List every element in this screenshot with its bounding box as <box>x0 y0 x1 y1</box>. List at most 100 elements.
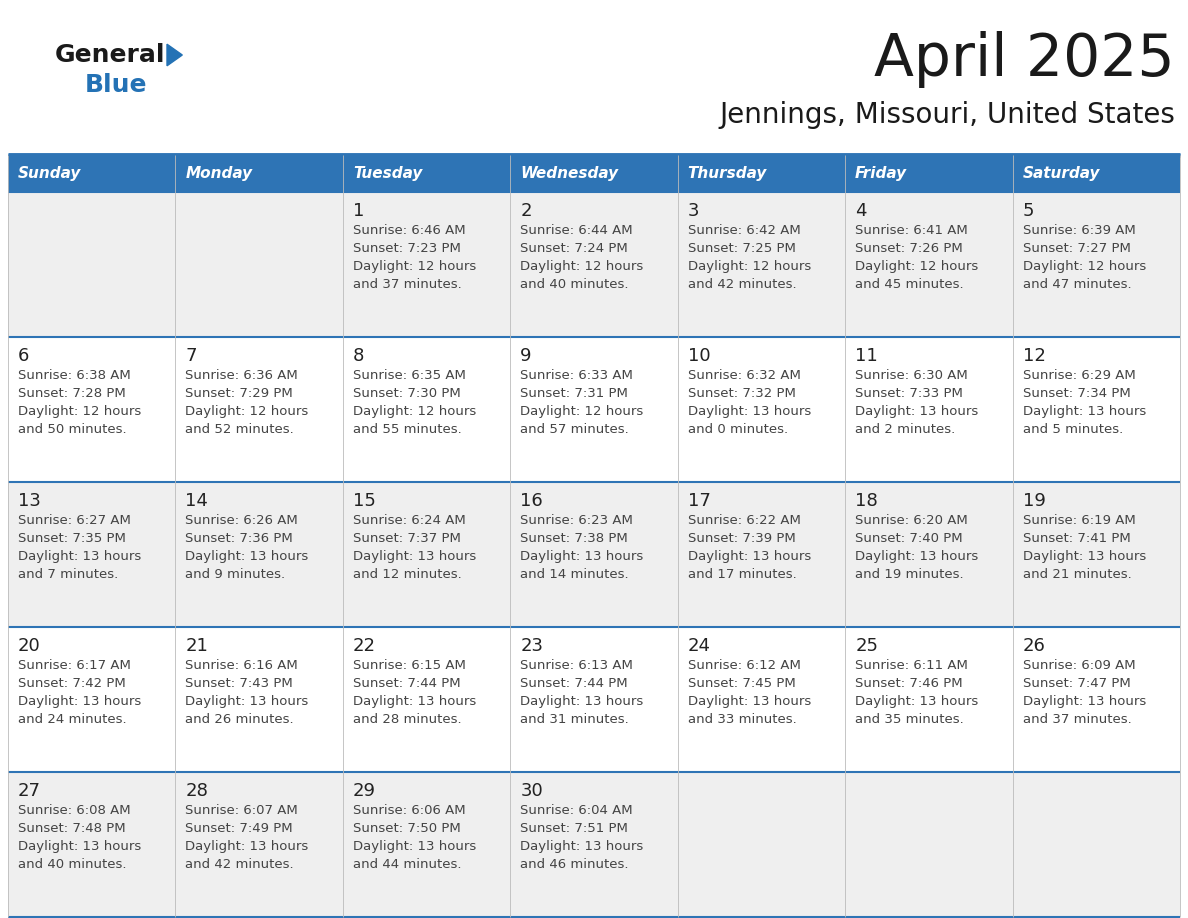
Text: Daylight: 13 hours: Daylight: 13 hours <box>18 695 141 708</box>
Text: and 0 minutes.: and 0 minutes. <box>688 423 788 436</box>
Text: Sunset: 7:23 PM: Sunset: 7:23 PM <box>353 242 461 255</box>
Text: 23: 23 <box>520 637 543 655</box>
Text: Daylight: 13 hours: Daylight: 13 hours <box>185 550 309 563</box>
Text: Daylight: 13 hours: Daylight: 13 hours <box>18 550 141 563</box>
Text: 25: 25 <box>855 637 878 655</box>
Text: Daylight: 13 hours: Daylight: 13 hours <box>855 405 979 418</box>
Text: Daylight: 13 hours: Daylight: 13 hours <box>855 695 979 708</box>
Text: and 5 minutes.: and 5 minutes. <box>1023 423 1123 436</box>
Text: and 47 minutes.: and 47 minutes. <box>1023 278 1131 291</box>
Bar <box>343 337 511 482</box>
Text: Daylight: 13 hours: Daylight: 13 hours <box>353 840 476 853</box>
Bar <box>176 155 343 192</box>
Text: Sunrise: 6:39 AM: Sunrise: 6:39 AM <box>1023 224 1136 237</box>
Text: Sunset: 7:36 PM: Sunset: 7:36 PM <box>185 532 293 545</box>
Text: 12: 12 <box>1023 347 1045 365</box>
Text: 9: 9 <box>520 347 532 365</box>
Bar <box>176 627 343 772</box>
Text: Daylight: 13 hours: Daylight: 13 hours <box>520 550 644 563</box>
Text: Sunday: Sunday <box>18 166 81 181</box>
Bar <box>677 627 845 772</box>
Text: and 17 minutes.: and 17 minutes. <box>688 568 796 581</box>
Text: Sunrise: 6:26 AM: Sunrise: 6:26 AM <box>185 514 298 527</box>
Text: and 42 minutes.: and 42 minutes. <box>688 278 796 291</box>
Bar <box>1012 627 1180 772</box>
Bar <box>343 627 511 772</box>
Text: Sunrise: 6:16 AM: Sunrise: 6:16 AM <box>185 659 298 672</box>
Text: Sunrise: 6:32 AM: Sunrise: 6:32 AM <box>688 369 801 382</box>
Bar <box>1012 772 1180 917</box>
Bar <box>8 627 176 772</box>
Text: and 2 minutes.: and 2 minutes. <box>855 423 955 436</box>
Text: Sunrise: 6:12 AM: Sunrise: 6:12 AM <box>688 659 801 672</box>
Text: Daylight: 12 hours: Daylight: 12 hours <box>1023 260 1145 273</box>
Text: Thursday: Thursday <box>688 166 767 181</box>
Text: Tuesday: Tuesday <box>353 166 422 181</box>
Text: Sunrise: 6:04 AM: Sunrise: 6:04 AM <box>520 804 633 817</box>
Bar <box>1012 337 1180 482</box>
Text: Daylight: 13 hours: Daylight: 13 hours <box>1023 550 1145 563</box>
Text: and 7 minutes.: and 7 minutes. <box>18 568 119 581</box>
Text: Sunset: 7:35 PM: Sunset: 7:35 PM <box>18 532 126 545</box>
Text: and 19 minutes.: and 19 minutes. <box>855 568 963 581</box>
Bar <box>511 155 677 192</box>
Text: 17: 17 <box>688 492 710 510</box>
Text: Daylight: 13 hours: Daylight: 13 hours <box>1023 695 1145 708</box>
Text: 28: 28 <box>185 782 208 800</box>
Text: 20: 20 <box>18 637 40 655</box>
Text: Sunrise: 6:42 AM: Sunrise: 6:42 AM <box>688 224 801 237</box>
Text: and 21 minutes.: and 21 minutes. <box>1023 568 1131 581</box>
Text: and 28 minutes.: and 28 minutes. <box>353 713 461 726</box>
Text: 21: 21 <box>185 637 208 655</box>
Bar <box>8 482 176 627</box>
Text: Sunset: 7:29 PM: Sunset: 7:29 PM <box>185 387 293 400</box>
Text: Sunset: 7:30 PM: Sunset: 7:30 PM <box>353 387 461 400</box>
Text: Sunset: 7:41 PM: Sunset: 7:41 PM <box>1023 532 1130 545</box>
Text: Wednesday: Wednesday <box>520 166 619 181</box>
Text: 6: 6 <box>18 347 30 365</box>
Text: Sunset: 7:24 PM: Sunset: 7:24 PM <box>520 242 628 255</box>
Text: Sunrise: 6:30 AM: Sunrise: 6:30 AM <box>855 369 968 382</box>
Text: Sunrise: 6:44 AM: Sunrise: 6:44 AM <box>520 224 633 237</box>
Text: and 35 minutes.: and 35 minutes. <box>855 713 963 726</box>
Bar <box>8 337 176 482</box>
Text: Daylight: 13 hours: Daylight: 13 hours <box>855 550 979 563</box>
Bar <box>511 482 677 627</box>
Text: 8: 8 <box>353 347 365 365</box>
Text: Sunset: 7:38 PM: Sunset: 7:38 PM <box>520 532 628 545</box>
Text: Daylight: 12 hours: Daylight: 12 hours <box>353 260 476 273</box>
Text: Sunset: 7:34 PM: Sunset: 7:34 PM <box>1023 387 1130 400</box>
Text: Sunrise: 6:36 AM: Sunrise: 6:36 AM <box>185 369 298 382</box>
Text: 24: 24 <box>688 637 710 655</box>
Text: Sunset: 7:51 PM: Sunset: 7:51 PM <box>520 822 628 835</box>
Bar <box>1012 482 1180 627</box>
Text: Daylight: 12 hours: Daylight: 12 hours <box>18 405 141 418</box>
Text: Sunset: 7:27 PM: Sunset: 7:27 PM <box>1023 242 1131 255</box>
Text: 27: 27 <box>18 782 42 800</box>
Text: 15: 15 <box>353 492 375 510</box>
Text: Sunset: 7:28 PM: Sunset: 7:28 PM <box>18 387 126 400</box>
Text: Monday: Monday <box>185 166 253 181</box>
Text: Daylight: 13 hours: Daylight: 13 hours <box>353 695 476 708</box>
Text: 18: 18 <box>855 492 878 510</box>
Text: Blue: Blue <box>86 73 147 97</box>
Text: Sunrise: 6:41 AM: Sunrise: 6:41 AM <box>855 224 968 237</box>
Bar <box>176 482 343 627</box>
Text: 10: 10 <box>688 347 710 365</box>
Text: Daylight: 12 hours: Daylight: 12 hours <box>855 260 979 273</box>
Text: Sunset: 7:45 PM: Sunset: 7:45 PM <box>688 677 796 690</box>
Text: 14: 14 <box>185 492 208 510</box>
Text: Sunrise: 6:13 AM: Sunrise: 6:13 AM <box>520 659 633 672</box>
Bar <box>845 627 1012 772</box>
Bar <box>343 155 511 192</box>
Text: 4: 4 <box>855 202 866 220</box>
Text: and 26 minutes.: and 26 minutes. <box>185 713 295 726</box>
Text: and 44 minutes.: and 44 minutes. <box>353 858 461 871</box>
Bar <box>845 772 1012 917</box>
Text: and 33 minutes.: and 33 minutes. <box>688 713 796 726</box>
Polygon shape <box>168 44 182 66</box>
Text: Daylight: 13 hours: Daylight: 13 hours <box>688 405 811 418</box>
Bar <box>176 192 343 337</box>
Text: Sunset: 7:42 PM: Sunset: 7:42 PM <box>18 677 126 690</box>
Text: Daylight: 13 hours: Daylight: 13 hours <box>185 840 309 853</box>
